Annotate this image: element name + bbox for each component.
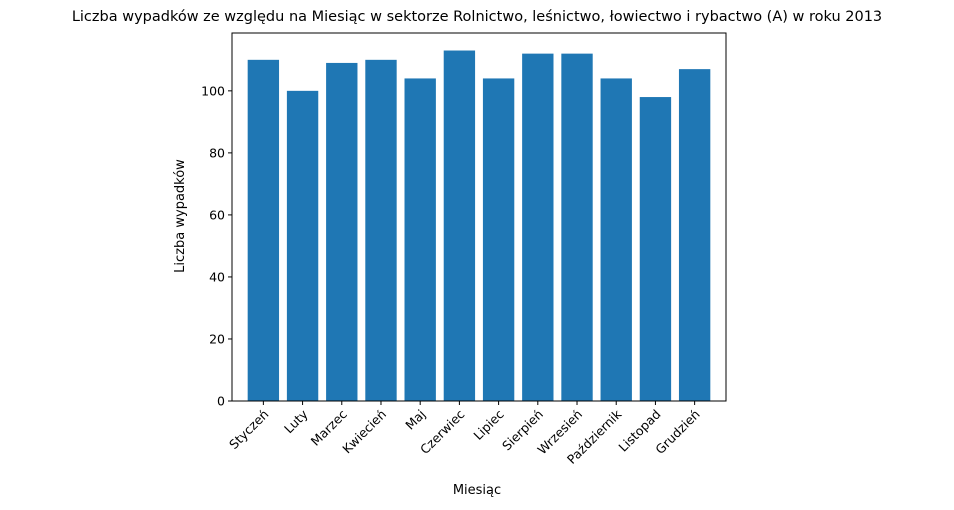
y-tick-label: 40 [209,269,225,284]
y-tick-label: 60 [209,207,225,222]
bar [326,62,358,402]
x-tick-label: Luty [281,406,311,436]
bar [404,78,436,401]
y-tick-label: 0 [217,394,225,409]
bar [639,97,672,402]
bar [286,90,319,401]
bar [600,78,632,401]
bar [247,59,280,401]
x-tick-label: Styczeń [226,407,271,452]
y-tick-label: 20 [209,331,225,346]
x-tick-label: Lipiec [470,406,506,442]
bar [561,53,593,401]
axes-frame [231,32,727,402]
bar [482,78,515,401]
y-axis-label: Liczba wypadków [173,159,188,273]
bar [678,69,711,401]
y-tick-label: 100 [201,83,225,98]
chart-title: Liczba wypadków ze względu na Miesiąc w … [72,9,882,25]
bar [443,50,476,402]
x-axis-label: Miesiąc [453,483,501,498]
bar [522,53,554,401]
bar [365,59,397,401]
y-tick-label: 80 [209,145,225,160]
x-tick-label: Maj [402,407,428,433]
